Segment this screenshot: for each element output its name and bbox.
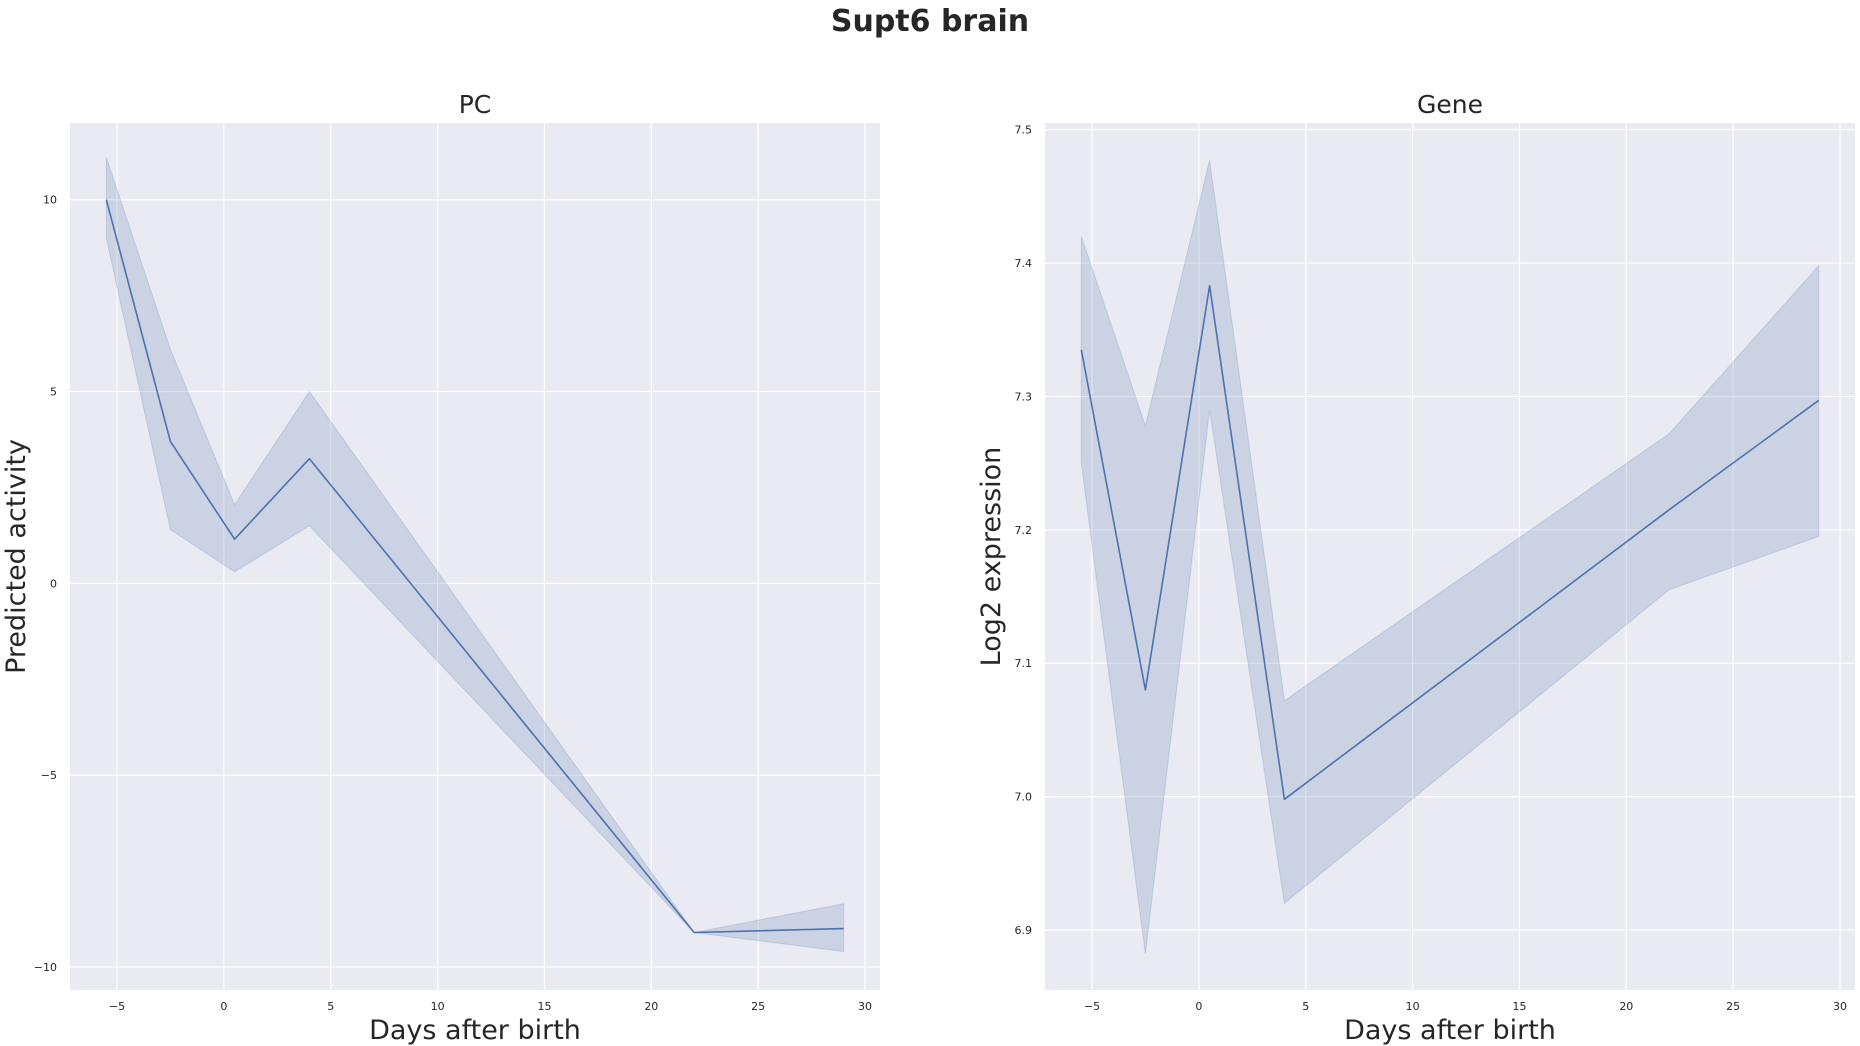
gene-y-tick-label: 7.4: [1015, 257, 1033, 270]
gene-x-axis-label: Days after birth: [1344, 1015, 1556, 1046]
gene-x-tick-label: 5: [1302, 1000, 1309, 1013]
pc-plot-area: [70, 123, 880, 990]
gene-y-axis-label: Log2 expression: [976, 447, 1007, 667]
gene-y-tick-label: 7.1: [1015, 657, 1033, 670]
pc-x-tick-label: 0: [220, 1000, 227, 1013]
gene-x-tick-label: 0: [1195, 1000, 1202, 1013]
gene-subplot: −5 0 5 10 15 20 25 30 6.9 7.0 7.1 7.2 7.3 7.4 7.5 Gene D…: [976, 90, 1855, 1046]
pc-x-tick-label: 10: [431, 1000, 445, 1013]
gene-x-tick-label: 15: [1512, 1000, 1526, 1013]
gene-x-tick-label: 25: [1726, 1000, 1740, 1013]
pc-x-tick-label: −5: [109, 1000, 125, 1013]
pc-x-tick-label: 5: [327, 1000, 334, 1013]
pc-subplot: −5 0 5 10 15 20 25 30 −10 −5 0 5 10 PC Days after birt…: [1, 90, 880, 1046]
gene-y-tick-label: 7.0: [1015, 791, 1033, 804]
pc-x-tick-label: 15: [537, 1000, 551, 1013]
gene-x-tick-label: 10: [1406, 1000, 1420, 1013]
pc-x-tick-label: 25: [751, 1000, 765, 1013]
pc-y-tick-label: −5: [41, 769, 57, 782]
gene-plot-area: [1045, 123, 1855, 990]
gene-y-tick-label: 6.9: [1015, 924, 1033, 937]
figure-suptitle: Supt6 brain: [831, 4, 1029, 39]
pc-y-tick-label: 0: [50, 577, 57, 590]
pc-y-tick-label: −10: [34, 961, 57, 974]
pc-x-tick-label: 20: [644, 1000, 658, 1013]
pc-series-line: [105, 199, 844, 934]
gene-x-tick-label: 20: [1619, 1000, 1633, 1013]
pc-y-tick-label: 10: [43, 194, 57, 207]
gene-x-tick-label: 30: [1833, 1000, 1847, 1013]
pc-subplot-title: PC: [459, 90, 492, 119]
gene-series-line: [1080, 284, 1820, 801]
gene-y-tick-label: 7.5: [1015, 124, 1033, 137]
pc-y-axis-label: Predicted activity: [1, 439, 32, 674]
gene-y-tick-label: 7.2: [1015, 524, 1033, 537]
pc-x-tick-label: 30: [858, 1000, 872, 1013]
pc-x-axis-label: Days after birth: [369, 1015, 581, 1046]
gene-subplot-title: Gene: [1417, 90, 1483, 119]
gene-confidence-band: [1080, 160, 1820, 955]
pc-y-tick-label: 5: [50, 386, 57, 399]
pc-confidence-band: [105, 157, 845, 953]
gene-x-tick-label: −5: [1084, 1000, 1100, 1013]
gene-y-tick-label: 7.3: [1015, 390, 1033, 403]
